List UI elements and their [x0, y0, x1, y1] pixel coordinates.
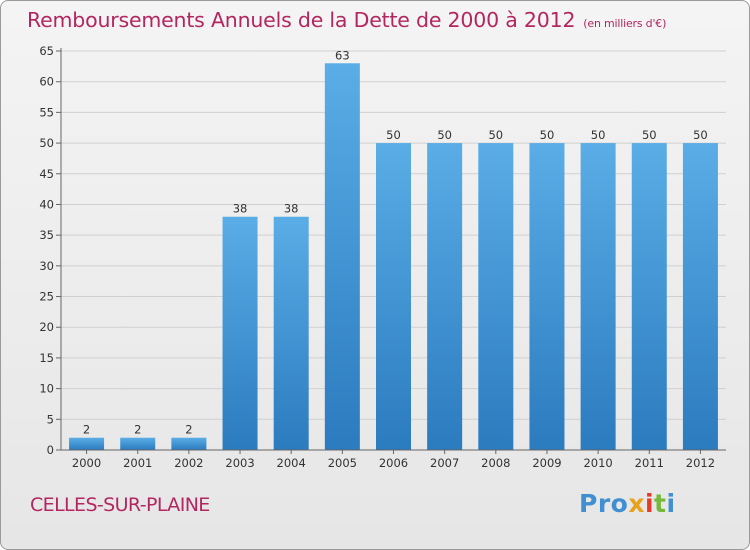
bar-2009: [529, 143, 565, 451]
x-tick-label-2006: 2006: [379, 456, 408, 470]
labels: 0 5 10 15 20 25 30 35 40 45 50 55 60 65 2 2000 2 2001 2 200…: [39, 44, 715, 470]
bar-2004: [273, 216, 309, 450]
y-tick-label: 5: [47, 412, 54, 426]
bar-2002: [171, 437, 207, 450]
x-tick-label-2011: 2011: [635, 456, 664, 470]
y-tick-label: 10: [39, 382, 54, 396]
y-tick-label: 25: [39, 290, 54, 304]
data-label-2009: 50: [540, 128, 555, 142]
chart-title: Remboursements Annuels de la Dette de 20…: [27, 8, 666, 32]
bar-2011: [631, 143, 667, 451]
logo-part-1: Pro: [579, 489, 629, 518]
data-label-2006: 50: [386, 128, 401, 142]
data-label-2011: 50: [642, 128, 657, 142]
city-name: CELLES-SUR-PLAINE: [30, 494, 210, 516]
x-tick-label-2008: 2008: [481, 456, 510, 470]
data-label-2004: 38: [284, 202, 299, 216]
data-label-2001: 2: [134, 423, 141, 437]
y-tick-label: 50: [39, 136, 54, 150]
proxiti-logo: Proxiti: [579, 489, 676, 518]
y-tick-label: 55: [39, 105, 54, 119]
data-label-2008: 50: [488, 128, 503, 142]
data-label-2005: 63: [335, 48, 350, 62]
x-tick-label-2002: 2002: [174, 456, 203, 470]
y-tick-label: 20: [39, 320, 54, 334]
y-tick-label: 45: [39, 167, 54, 181]
y-tick-label: 35: [39, 228, 54, 242]
bar-2001: [120, 437, 156, 450]
data-label-2002: 2: [185, 423, 192, 437]
x-tick-label-2003: 2003: [225, 456, 254, 470]
logo-part-3: i: [644, 489, 655, 518]
data-label-2012: 50: [693, 128, 708, 142]
y-tick-label: 60: [39, 75, 54, 89]
bar-2005: [324, 63, 360, 451]
bar-2007: [427, 143, 463, 451]
data-label-2010: 50: [591, 128, 606, 142]
data-label-2007: 50: [437, 128, 452, 142]
bar-2012: [682, 143, 718, 451]
data-label-2000: 2: [83, 423, 90, 437]
bar-2003: [222, 216, 258, 450]
x-tick-label-2010: 2010: [583, 456, 612, 470]
x-tick-label-2009: 2009: [532, 456, 561, 470]
x-tick-label-2004: 2004: [277, 456, 306, 470]
y-tick-label: 30: [39, 259, 54, 273]
y-tick-label: 0: [47, 443, 54, 457]
bar-2006: [376, 143, 411, 451]
chart-title-text: Remboursements Annuels de la Dette de 20…: [27, 8, 576, 32]
logo-part-4: t: [654, 489, 667, 518]
x-tick-label-2007: 2007: [430, 456, 459, 470]
bars: [69, 63, 718, 451]
logo-part-5: i: [666, 489, 676, 518]
y-tick-label: 15: [39, 351, 54, 365]
bar-2008: [478, 143, 514, 451]
y-tick-label: 65: [39, 44, 54, 58]
axes: [56, 48, 726, 454]
bar-2010: [580, 143, 616, 451]
data-label-2003: 38: [233, 202, 248, 216]
x-tick-label-2012: 2012: [686, 456, 715, 470]
logo-part-2: x: [628, 489, 645, 518]
x-tick-label-2005: 2005: [328, 456, 357, 470]
bar-2000: [69, 437, 105, 450]
y-tick-label: 40: [39, 197, 54, 211]
chart-unit-label: (en milliers d'€): [583, 17, 667, 30]
x-tick-label-2000: 2000: [72, 456, 101, 470]
x-tick-label-2001: 2001: [123, 456, 152, 470]
